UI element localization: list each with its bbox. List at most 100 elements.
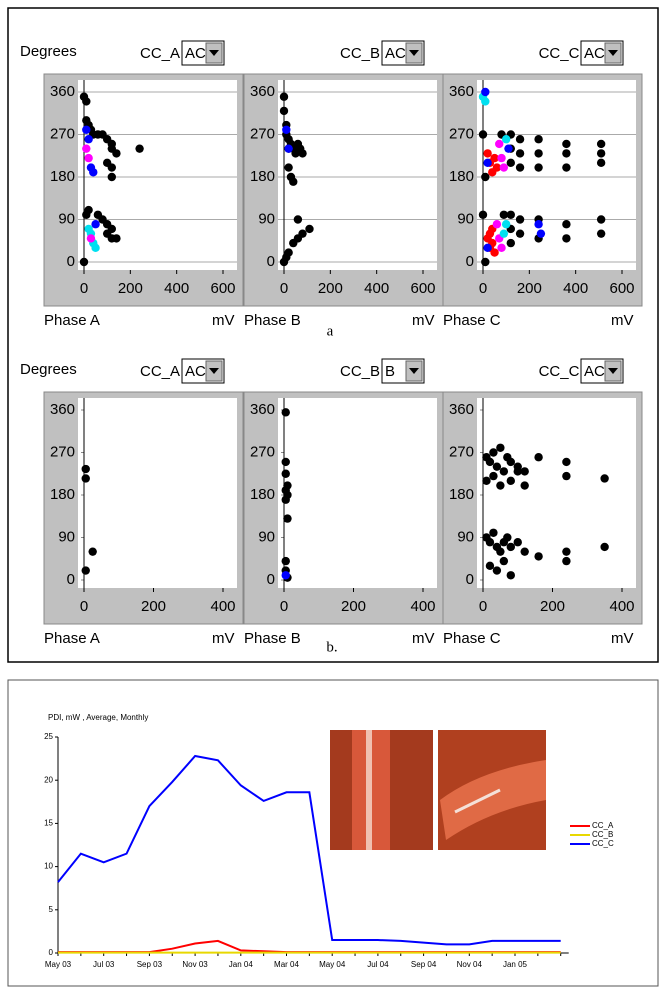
point [483, 244, 491, 252]
point [483, 149, 491, 157]
point [88, 547, 96, 555]
x-tick-label: Nov 03 [182, 960, 208, 969]
photo-detail [366, 730, 372, 850]
point [534, 149, 542, 157]
point [294, 215, 302, 223]
y-tick-label: 360 [250, 401, 275, 418]
x-tick-label: May 03 [45, 960, 72, 969]
point [495, 140, 503, 148]
point [597, 149, 605, 157]
point [283, 514, 291, 522]
point [534, 552, 542, 560]
point [562, 149, 570, 157]
point [507, 239, 515, 247]
point [562, 458, 570, 466]
point [493, 566, 501, 574]
point [597, 140, 605, 148]
point [82, 465, 90, 473]
x-tick-label: 400 [164, 280, 189, 297]
point [500, 467, 508, 475]
point [534, 135, 542, 143]
point [486, 562, 494, 570]
point [516, 229, 524, 237]
point [481, 97, 489, 105]
point [597, 215, 605, 223]
plot-area [78, 80, 237, 270]
x-tick-label: 200 [540, 598, 565, 615]
point [486, 458, 494, 466]
plot-area [278, 398, 437, 588]
legend-label: CC_A [592, 821, 614, 830]
x-axis-label: Phase C [443, 312, 501, 329]
y-tick-label: 20 [44, 775, 53, 784]
point [493, 220, 501, 228]
point [305, 225, 313, 233]
x-tick-label: 200 [341, 598, 366, 615]
point [502, 220, 510, 228]
legend-label: CC_C [592, 839, 614, 848]
point [481, 88, 489, 96]
x-axis-unit: mV [611, 312, 634, 329]
y-tick-label: 270 [250, 443, 275, 460]
point [108, 163, 116, 171]
point [514, 467, 522, 475]
x-axis-unit: mV [611, 630, 634, 647]
y-tick-label: 180 [50, 168, 75, 185]
point [280, 258, 288, 266]
x-tick-label: 200 [318, 280, 343, 297]
point [82, 97, 90, 105]
point [82, 566, 90, 574]
point [108, 173, 116, 181]
point [516, 215, 524, 223]
point [562, 557, 570, 565]
point [537, 229, 545, 237]
point [500, 211, 508, 219]
y-axis-label: Degrees [20, 361, 77, 378]
chart-title: PDI, mW , Average, Monthly [48, 713, 148, 722]
point [282, 408, 290, 416]
y-tick-label: 0 [267, 571, 275, 588]
point [489, 472, 497, 480]
y-tick-label: 180 [449, 168, 474, 185]
panel-title: CC_C [539, 363, 580, 380]
point [289, 239, 297, 247]
point [84, 154, 92, 162]
point [497, 154, 505, 162]
x-axis-unit: mV [212, 630, 235, 647]
dropdown-value: AC [584, 45, 605, 62]
y-tick-label: 25 [44, 732, 53, 741]
point [534, 453, 542, 461]
dropdown-value: AC [584, 363, 605, 380]
point [282, 470, 290, 478]
point [562, 220, 570, 228]
y-tick-label: 0 [67, 253, 75, 270]
x-tick-label: 200 [141, 598, 166, 615]
caption: b. [326, 639, 337, 655]
point [112, 149, 120, 157]
x-axis-unit: mV [412, 312, 435, 329]
y-tick-label: 0 [67, 571, 75, 588]
x-tick-label: 0 [479, 280, 487, 297]
point [534, 163, 542, 171]
y-tick-label: 360 [50, 401, 75, 418]
x-tick-label: Nov 04 [457, 960, 483, 969]
y-tick-label: 270 [449, 443, 474, 460]
x-tick-label: 0 [80, 598, 88, 615]
dropdown-value: AC [385, 45, 406, 62]
x-tick-label: 400 [563, 280, 588, 297]
x-tick-label: 400 [210, 598, 235, 615]
y-tick-label: 90 [457, 210, 474, 227]
point [135, 144, 143, 152]
dropdown-value: AC [185, 363, 206, 380]
x-tick-label: 0 [280, 280, 288, 297]
caption: a [327, 323, 334, 339]
figure: a b. 0901802703600200400600DegreesCC_AAC… [0, 0, 663, 992]
point [289, 178, 297, 186]
x-tick-label: 400 [609, 598, 634, 615]
point [481, 258, 489, 266]
point [502, 135, 510, 143]
point [298, 149, 306, 157]
point [562, 140, 570, 148]
y-tick-label: 0 [466, 253, 474, 270]
point [284, 144, 292, 152]
